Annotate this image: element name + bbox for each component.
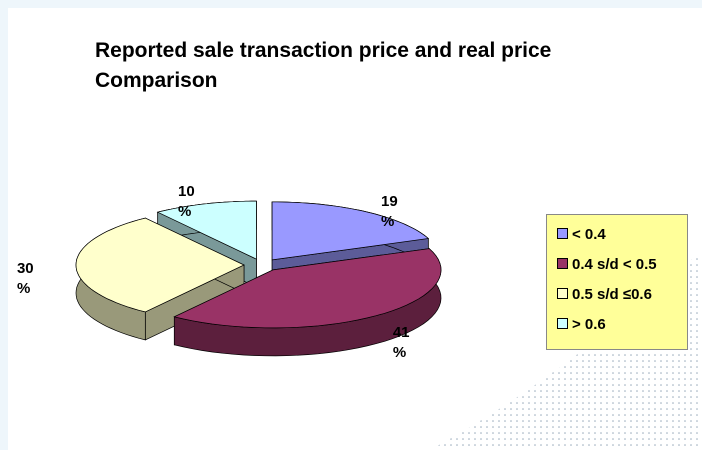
frame-top — [0, 0, 702, 8]
data-label: 19 % — [380, 193, 398, 231]
data-label: 10 % — [177, 183, 195, 221]
legend-label: > 0.6 — [572, 316, 606, 333]
legend-label: 0.4 s/d < 0.5 — [572, 256, 657, 273]
slice — [156, 200, 257, 260]
background-pattern — [430, 250, 702, 450]
slice — [75, 217, 245, 313]
legend-item: 0.5 s/d ≤0.6 — [557, 285, 677, 305]
slice — [173, 248, 442, 329]
legend-label: 0.5 s/d ≤0.6 — [572, 286, 652, 303]
chart-title: Reported sale transaction price and real… — [95, 39, 552, 92]
legend-label: < 0.4 — [572, 226, 606, 243]
frame-left — [0, 0, 8, 450]
legend-item: < 0.4 — [557, 225, 677, 245]
data-label: 30 % — [16, 260, 34, 297]
legend-swatch — [557, 258, 568, 269]
legend-swatch — [557, 288, 568, 299]
legend-swatch — [557, 318, 568, 329]
pie — [75, 200, 442, 357]
legend-swatch — [557, 228, 568, 239]
data-label: 41 % — [392, 323, 410, 361]
legend-item: > 0.6 — [557, 315, 677, 335]
slice — [271, 201, 430, 261]
legend: < 0.4 0.4 s/d < 0.5 0.5 s/d ≤0.6 > 0.6 — [546, 214, 688, 350]
legend-item: 0.4 s/d < 0.5 — [557, 255, 677, 275]
